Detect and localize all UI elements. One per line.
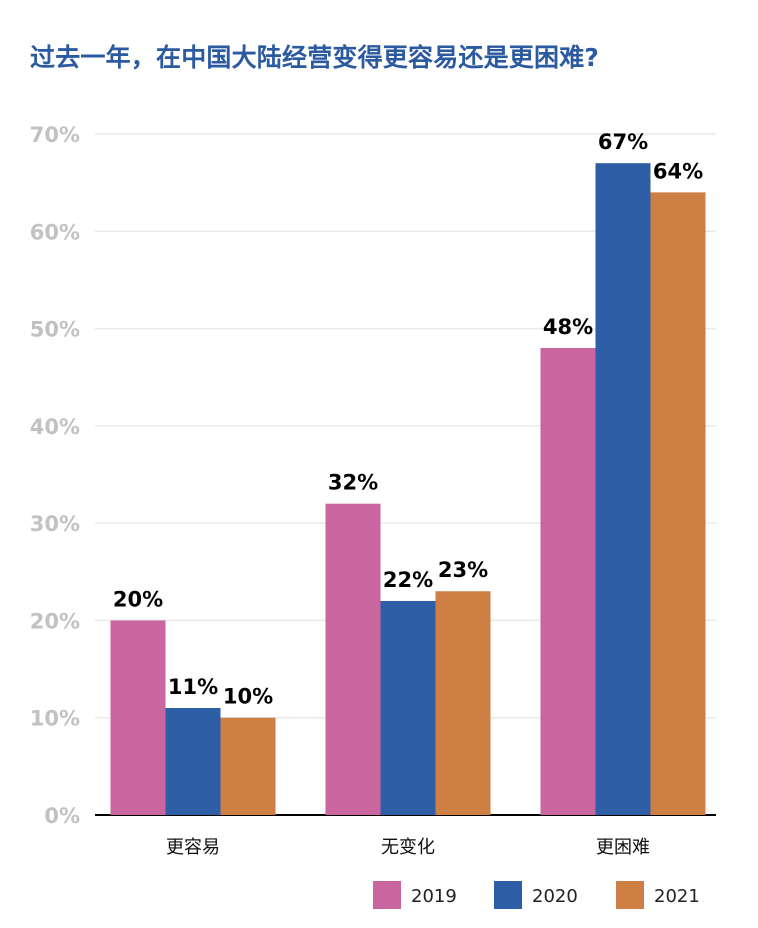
data-label: 67%	[598, 130, 648, 154]
bar-2020-1	[165, 707, 221, 815]
data-label: 64%	[653, 159, 703, 183]
data-label: 22%	[383, 568, 433, 592]
y-tick-label: 70%	[30, 123, 80, 147]
bar-2019-3	[540, 348, 596, 815]
legend-swatch-2021	[616, 881, 644, 909]
legend-label: 2020	[532, 886, 578, 907]
x-tick-label: 无变化	[381, 837, 435, 858]
y-tick-label: 40%	[30, 415, 80, 439]
x-tick-label: 更困难	[596, 837, 650, 858]
y-tick-label: 30%	[30, 512, 80, 536]
y-tick-label: 50%	[30, 318, 80, 342]
y-tick-label: 20%	[30, 609, 80, 633]
y-tick-label: 0%	[44, 804, 80, 828]
chart-title: 过去一年，在中国大陆经营变得更容易还是更困难?	[30, 43, 600, 72]
y-tick-label: 10%	[30, 707, 80, 731]
legend-swatch-2020	[494, 881, 522, 909]
bar-2020-3	[595, 163, 651, 815]
bar-2021-1	[220, 717, 276, 815]
bar-2021-2	[435, 591, 491, 815]
data-label: 20%	[113, 587, 163, 611]
y-tick-label: 60%	[30, 220, 80, 244]
data-label: 23%	[438, 558, 488, 582]
data-label: 32%	[328, 471, 378, 495]
bar-2019-1	[110, 620, 166, 815]
data-label: 11%	[168, 675, 218, 699]
data-label: 48%	[543, 315, 593, 339]
bar-2020-2	[380, 600, 436, 815]
bar-2021-3	[650, 192, 706, 815]
legend-label: 2021	[654, 886, 700, 907]
legend-label: 2019	[411, 886, 457, 907]
bar-2019-2	[325, 503, 381, 815]
x-tick-label: 更容易	[166, 837, 220, 858]
legend-swatch-2019	[373, 881, 401, 909]
data-label: 10%	[223, 685, 273, 709]
